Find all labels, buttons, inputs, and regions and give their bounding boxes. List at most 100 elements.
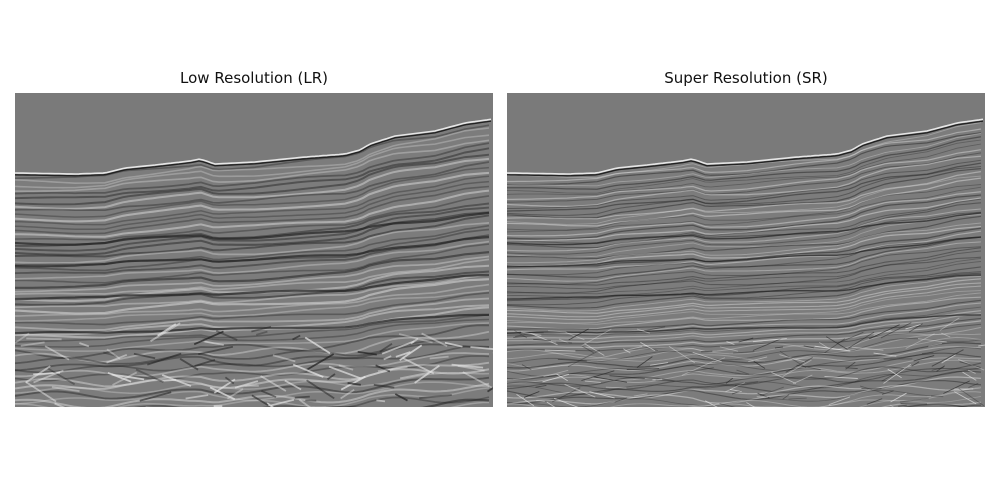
reflector-line <box>15 153 490 206</box>
chaotic-reflector <box>521 331 542 336</box>
panel-title-sr: Super Resolution (SR) <box>664 69 828 87</box>
reflector-line <box>507 128 982 183</box>
chaotic-reflector <box>851 346 884 351</box>
chaotic-reflector <box>399 371 429 380</box>
reflector-line <box>507 177 982 227</box>
chaotic-reflector <box>531 333 558 346</box>
reflector-line <box>507 296 982 330</box>
chaotic-reflector <box>429 355 449 360</box>
low-resolution-panel: Low Resolution (LR) <box>15 0 493 500</box>
chaotic-reflector <box>866 398 883 405</box>
reflector-line <box>507 175 982 225</box>
chaotic-reflector <box>414 364 440 384</box>
reflector-line <box>15 185 490 235</box>
reflector-line <box>15 355 490 382</box>
chaotic-reflector <box>516 394 535 407</box>
reflector-line <box>507 285 982 321</box>
chaotic-reflector <box>725 377 734 384</box>
chaotic-reflector <box>692 351 722 363</box>
chaotic-reflector <box>746 402 756 407</box>
chaotic-reflector <box>584 343 605 356</box>
chaotic-reflector <box>869 324 900 340</box>
chaotic-reflector <box>272 354 296 363</box>
reflector-line <box>507 197 982 242</box>
chaotic-reflector <box>640 341 656 351</box>
chaotic-reflector <box>292 363 324 378</box>
chaotic-reflector <box>462 371 493 390</box>
chaotic-reflector <box>931 366 944 371</box>
reflector-line <box>507 271 982 306</box>
chaotic-reflector <box>818 342 830 350</box>
chaotic-reflector <box>523 391 540 398</box>
reflector-line <box>507 222 982 264</box>
reflector-line <box>15 175 490 226</box>
chaotic-reflector <box>161 374 192 387</box>
chaotic-reflector <box>911 361 920 367</box>
reflector-line <box>507 275 982 312</box>
chaotic-reflector <box>623 348 631 354</box>
chaotic-reflector <box>139 391 172 402</box>
chaotic-reflector <box>204 340 224 346</box>
chaotic-reflector <box>251 325 272 333</box>
reflector-line <box>507 159 982 210</box>
chaotic-reflector <box>936 365 945 372</box>
reflector-line <box>15 381 489 405</box>
strong-reflector <box>15 273 490 301</box>
reflector-line <box>15 142 490 195</box>
chaotic-reflector <box>713 357 726 363</box>
reflector-line <box>507 241 982 282</box>
reflector-line <box>15 278 490 315</box>
chaotic-reflector <box>681 360 715 376</box>
reflector-line <box>507 341 982 369</box>
chaotic-reflector <box>782 394 790 400</box>
chaotic-reflector <box>593 376 628 383</box>
chaotic-reflector <box>544 349 576 352</box>
chaotic-reflector <box>103 351 117 357</box>
chaotic-reflector <box>733 351 755 354</box>
reflector-line <box>507 149 982 201</box>
reflector-line <box>507 194 982 240</box>
chaotic-reflector <box>958 358 985 371</box>
chaotic-reflector <box>536 400 545 402</box>
reflector-line <box>15 352 490 378</box>
reflector-line <box>507 257 982 295</box>
reflector-line <box>15 283 490 317</box>
chaotic-reflector <box>25 381 57 403</box>
chaotic-reflector <box>270 398 295 407</box>
panel-title-lr: Low Resolution (LR) <box>180 69 328 87</box>
reflector-line <box>15 343 490 372</box>
chaotic-reflector <box>558 338 569 344</box>
chaotic-reflector <box>624 345 648 351</box>
reflector-line <box>15 166 490 218</box>
strong-reflector <box>507 274 982 300</box>
chaotic-reflector <box>25 365 51 384</box>
chaotic-reflector <box>859 385 885 394</box>
chaotic-reflector <box>725 382 745 393</box>
chaotic-reflector <box>357 351 377 356</box>
reflector-line <box>15 161 490 212</box>
chaotic-reflector <box>643 326 666 332</box>
chaotic-reflector <box>567 349 600 368</box>
chaotic-reflector <box>953 391 977 405</box>
chaotic-reflector <box>543 369 569 378</box>
chaotic-reflector <box>779 350 807 369</box>
chaotic-reflector <box>373 383 395 389</box>
chaotic-reflector <box>234 380 259 389</box>
chaotic-reflector <box>419 394 452 400</box>
strong-reflector <box>507 212 982 246</box>
chaotic-reflector <box>266 402 274 407</box>
chaotic-reflector <box>701 350 713 353</box>
reflector-line <box>507 247 982 286</box>
chaotic-reflector <box>556 373 568 382</box>
reflector-line <box>507 155 982 208</box>
reflector-line <box>15 222 490 264</box>
reflector-line <box>15 270 490 306</box>
reflector-line <box>507 236 982 276</box>
seismic-section-sr-image <box>507 93 985 407</box>
reflector-line <box>507 323 982 352</box>
chaotic-reflector <box>939 317 960 331</box>
chaotic-reflector <box>928 342 942 347</box>
chaotic-reflector <box>719 346 739 352</box>
reflector-line <box>507 376 982 399</box>
chaotic-reflector <box>147 352 182 366</box>
